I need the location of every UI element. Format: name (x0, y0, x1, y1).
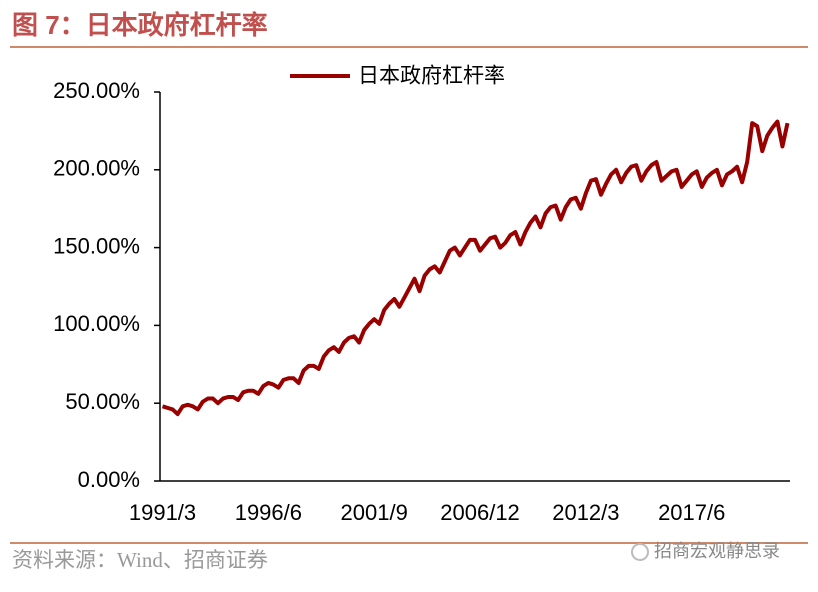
x-tick-label: 2006/12 (440, 500, 520, 525)
y-tick-label: 200.00% (53, 156, 140, 181)
series-line (161, 119, 790, 417)
x-tick-label: 1991/3 (129, 500, 196, 525)
y-tick-label: 100.00% (53, 311, 140, 336)
x-tick-label: 2001/9 (341, 500, 408, 525)
watermark-icon (631, 543, 649, 561)
legend-label: 日本政府杠杆率 (358, 65, 505, 88)
watermark: 招商宏观静思录 (654, 541, 780, 561)
x-tick-label: 2017/6 (658, 500, 725, 525)
y-tick-label: 150.00% (53, 233, 140, 258)
y-tick-label: 0.00% (78, 467, 140, 492)
y-tick-label: 250.00% (53, 78, 140, 103)
x-tick-label: 1996/6 (235, 500, 302, 525)
y-tick-label: 50.00% (65, 389, 140, 414)
chart-title: 图 7：日本政府杠杆率 (12, 10, 268, 40)
x-tick-label: 2012/3 (552, 500, 619, 525)
source: 资料来源：Wind、招商证券 (12, 548, 268, 572)
